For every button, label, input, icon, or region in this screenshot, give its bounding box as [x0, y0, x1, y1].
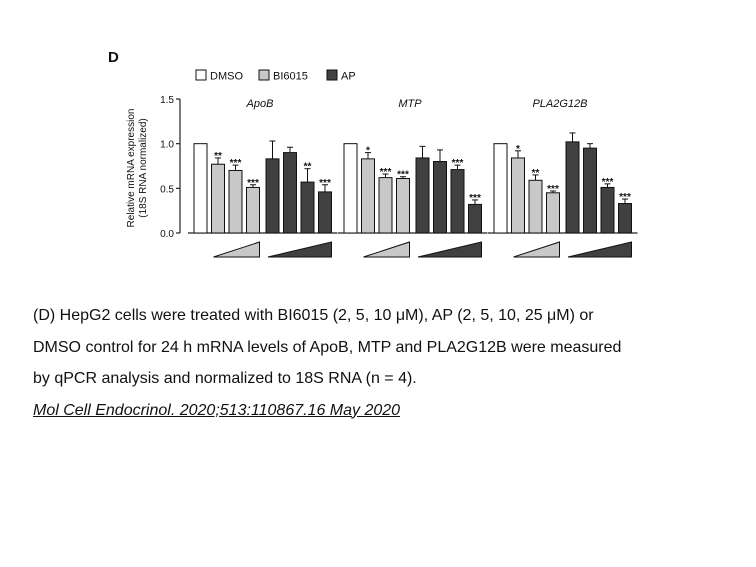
significance-marker: * — [366, 146, 370, 157]
significance-marker: *** — [469, 193, 481, 204]
y-axis: 0.0 0.5 1.0 1.5 — [160, 95, 181, 240]
significance-marker: *** — [452, 158, 464, 169]
dose-ramp-ap — [267, 241, 332, 258]
bar-ap — [565, 141, 580, 234]
panel-apob: ApoB************* — [188, 98, 338, 258]
bar-bi6015 — [546, 192, 560, 234]
panel-title: MTP — [398, 98, 422, 110]
citation-link[interactable]: Mol Cell Endocrinol. 2020;513:110867.16 … — [33, 401, 401, 419]
panel-label: D — [108, 49, 119, 66]
dose-ramp-ap — [417, 241, 482, 258]
chart-legend: DMSO BI6015 AP — [195, 69, 356, 83]
legend-swatch — [195, 69, 207, 81]
caption-line-1: (D) HepG2 cells were treated with BI6015… — [33, 307, 594, 324]
legend-swatch — [258, 69, 270, 81]
y-tick-label: 1.5 — [160, 95, 174, 106]
bar-ap — [265, 158, 280, 234]
significance-marker: *** — [397, 170, 409, 181]
bar-ap — [600, 186, 615, 234]
bar-dmso — [493, 143, 508, 234]
y-axis-label-line2: (18S RNA normalized) — [138, 118, 149, 217]
bar-bi6015 — [511, 157, 525, 234]
bar-ap — [450, 169, 465, 234]
bar-ap — [468, 203, 482, 234]
panel-pla2g12b: PLA2G12B************ — [488, 98, 638, 258]
significance-marker: *** — [602, 177, 614, 188]
bar-ap — [300, 181, 315, 234]
y-tick-label: 0.5 — [160, 184, 174, 195]
panel-title: ApoB — [246, 98, 274, 110]
dose-ramp-ap — [567, 241, 632, 258]
caption-line-2: DMSO control for 24 h mRNA levels of Apo… — [33, 338, 622, 356]
bar-ap — [283, 152, 297, 234]
dose-ramp-bi6015 — [213, 241, 260, 258]
legend-label: BI6015 — [273, 71, 308, 83]
bar-bi6015 — [378, 177, 393, 234]
dose-ramp-bi6015 — [513, 241, 560, 258]
legend-swatch — [326, 69, 338, 81]
bar-dmso — [193, 143, 208, 234]
significance-marker: *** — [380, 167, 392, 178]
y-tick-label: 0.0 — [160, 229, 174, 240]
bar-bi6015 — [528, 179, 543, 234]
significance-marker: *** — [247, 178, 259, 189]
chart-panels: ApoB*************MTP**** *********PLA2G12… — [188, 98, 638, 258]
significance-marker: *** — [619, 192, 631, 203]
bar-dmso — [343, 143, 358, 234]
dose-ramp-bi6015 — [363, 241, 410, 258]
y-axis-label-line1: Relative mRNA expression — [126, 109, 137, 228]
bar-bi6015 — [246, 186, 260, 234]
bar-chart-figure: D DMSO BI6015 AP 0.0 0.5 1.0 1.5 Relative mRN… — [108, 49, 638, 258]
significance-marker: ** — [214, 151, 222, 162]
bar-bi6015 — [228, 169, 243, 234]
bar-ap — [318, 191, 332, 234]
legend-label: AP — [341, 71, 356, 83]
figure-caption: (D) HepG2 cells were treated with BI6015… — [33, 300, 748, 426]
significance-marker: ** — [304, 162, 312, 173]
significance-marker: *** — [230, 158, 242, 169]
caption-line-3: by qPCR analysis and normalized to 18S R… — [33, 370, 417, 387]
bar-bi6015 — [361, 158, 375, 234]
significance-marker: ** — [532, 168, 540, 179]
significance-marker: * — [516, 144, 520, 155]
bar-bi6015 — [211, 163, 225, 234]
significance-marker: *** — [547, 184, 559, 195]
y-tick-label: 1.0 — [160, 140, 174, 151]
significance-marker: *** — [319, 178, 331, 189]
bar-bi6015 — [396, 178, 410, 234]
legend-label: DMSO — [210, 71, 243, 83]
bar-ap — [583, 147, 597, 234]
panel-title: PLA2G12B — [532, 98, 587, 110]
bar-ap — [415, 157, 430, 234]
panel-mtp: MTP**** ********* — [338, 98, 488, 258]
bar-ap — [618, 203, 632, 234]
bar-ap — [433, 161, 447, 234]
